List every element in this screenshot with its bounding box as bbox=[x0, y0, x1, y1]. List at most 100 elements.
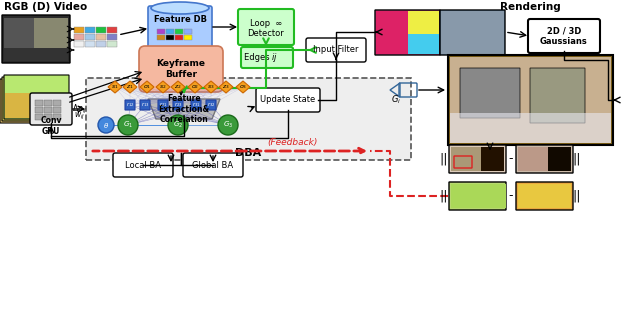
Text: ||: || bbox=[573, 153, 581, 165]
FancyBboxPatch shape bbox=[440, 10, 505, 55]
Text: Detector: Detector bbox=[248, 30, 284, 38]
FancyBboxPatch shape bbox=[184, 29, 192, 34]
FancyBboxPatch shape bbox=[451, 184, 506, 208]
Text: $G_3$: $G_3$ bbox=[223, 120, 233, 130]
FancyBboxPatch shape bbox=[30, 93, 55, 113]
FancyBboxPatch shape bbox=[85, 41, 95, 47]
FancyBboxPatch shape bbox=[166, 35, 174, 40]
FancyBboxPatch shape bbox=[448, 55, 613, 145]
FancyBboxPatch shape bbox=[5, 93, 35, 118]
Text: $z_3$: $z_3$ bbox=[222, 83, 230, 91]
FancyBboxPatch shape bbox=[125, 100, 135, 110]
Text: ||: || bbox=[440, 190, 448, 203]
FancyBboxPatch shape bbox=[34, 18, 68, 48]
FancyBboxPatch shape bbox=[140, 100, 150, 110]
Text: Loop  ∞: Loop ∞ bbox=[250, 19, 282, 29]
FancyBboxPatch shape bbox=[530, 68, 585, 123]
Text: $r_{32}$: $r_{32}$ bbox=[207, 100, 215, 109]
Text: -: - bbox=[509, 153, 513, 165]
FancyBboxPatch shape bbox=[241, 47, 293, 68]
Text: $G_1$: $G_1$ bbox=[123, 120, 133, 130]
FancyBboxPatch shape bbox=[86, 78, 411, 160]
FancyBboxPatch shape bbox=[4, 48, 68, 61]
FancyBboxPatch shape bbox=[96, 27, 106, 33]
FancyBboxPatch shape bbox=[173, 100, 183, 110]
Text: $s_3$: $s_3$ bbox=[207, 83, 215, 91]
Text: Keyframe
Buffer: Keyframe Buffer bbox=[157, 59, 205, 79]
FancyBboxPatch shape bbox=[148, 6, 212, 48]
FancyBboxPatch shape bbox=[175, 35, 183, 40]
Text: $r_{21}$: $r_{21}$ bbox=[159, 100, 167, 109]
Text: $w_{ij}$: $w_{ij}$ bbox=[74, 110, 86, 121]
FancyBboxPatch shape bbox=[113, 153, 173, 177]
FancyBboxPatch shape bbox=[450, 113, 611, 143]
FancyBboxPatch shape bbox=[96, 41, 106, 47]
FancyBboxPatch shape bbox=[238, 9, 294, 45]
FancyBboxPatch shape bbox=[53, 100, 61, 106]
Text: Local BA: Local BA bbox=[125, 161, 161, 169]
Text: $G_i$: $G_i$ bbox=[391, 94, 401, 106]
FancyBboxPatch shape bbox=[460, 68, 520, 118]
Text: $s_1$: $s_1$ bbox=[111, 83, 119, 91]
FancyBboxPatch shape bbox=[35, 100, 43, 106]
FancyBboxPatch shape bbox=[74, 41, 84, 47]
FancyBboxPatch shape bbox=[107, 34, 117, 40]
FancyBboxPatch shape bbox=[157, 35, 165, 40]
FancyBboxPatch shape bbox=[85, 27, 95, 33]
FancyBboxPatch shape bbox=[408, 11, 439, 34]
FancyBboxPatch shape bbox=[96, 34, 106, 40]
Text: $\theta$: $\theta$ bbox=[103, 121, 109, 129]
Text: ||: || bbox=[573, 190, 581, 203]
FancyBboxPatch shape bbox=[306, 38, 366, 62]
FancyBboxPatch shape bbox=[4, 75, 69, 119]
FancyBboxPatch shape bbox=[4, 18, 34, 48]
FancyBboxPatch shape bbox=[74, 34, 84, 40]
Text: Feature DB: Feature DB bbox=[154, 15, 207, 24]
Text: $r_{13}$: $r_{13}$ bbox=[141, 100, 149, 109]
Text: $r_{12}$: $r_{12}$ bbox=[125, 100, 134, 109]
FancyBboxPatch shape bbox=[518, 147, 548, 171]
Ellipse shape bbox=[151, 2, 209, 14]
Text: Conv
GRU: Conv GRU bbox=[40, 116, 61, 136]
Text: $z_1$: $z_1$ bbox=[126, 83, 134, 91]
FancyBboxPatch shape bbox=[53, 114, 61, 120]
FancyBboxPatch shape bbox=[183, 153, 243, 177]
Text: $o_1$: $o_1$ bbox=[143, 83, 151, 91]
FancyBboxPatch shape bbox=[450, 57, 611, 143]
Text: Update State: Update State bbox=[260, 95, 316, 105]
Text: $r_{23}$: $r_{23}$ bbox=[173, 100, 182, 109]
Text: Edges: Edges bbox=[244, 53, 272, 63]
FancyBboxPatch shape bbox=[481, 147, 504, 171]
Polygon shape bbox=[188, 81, 202, 93]
Circle shape bbox=[118, 115, 138, 135]
Text: Input Filter: Input Filter bbox=[313, 45, 359, 54]
FancyBboxPatch shape bbox=[2, 15, 70, 63]
Polygon shape bbox=[156, 81, 170, 93]
Text: $o_2$: $o_2$ bbox=[191, 83, 199, 91]
Polygon shape bbox=[204, 81, 218, 93]
Polygon shape bbox=[148, 99, 220, 119]
Polygon shape bbox=[140, 81, 154, 93]
FancyBboxPatch shape bbox=[528, 19, 600, 53]
Text: $r_{31}$: $r_{31}$ bbox=[192, 100, 200, 109]
FancyBboxPatch shape bbox=[451, 147, 481, 171]
Text: Rendering: Rendering bbox=[500, 2, 561, 12]
FancyBboxPatch shape bbox=[107, 27, 117, 33]
FancyBboxPatch shape bbox=[548, 147, 571, 171]
FancyBboxPatch shape bbox=[139, 46, 223, 92]
Circle shape bbox=[168, 115, 188, 135]
FancyBboxPatch shape bbox=[35, 107, 43, 113]
Text: $G_2$: $G_2$ bbox=[173, 120, 183, 130]
FancyBboxPatch shape bbox=[256, 88, 320, 112]
Polygon shape bbox=[236, 81, 250, 93]
Text: $z_2$: $z_2$ bbox=[174, 83, 182, 91]
Circle shape bbox=[218, 115, 238, 135]
Text: Feature
Extraction&
Correlation: Feature Extraction& Correlation bbox=[159, 94, 209, 124]
FancyBboxPatch shape bbox=[44, 114, 52, 120]
FancyBboxPatch shape bbox=[166, 29, 174, 34]
FancyBboxPatch shape bbox=[376, 11, 408, 54]
Text: -: - bbox=[509, 190, 513, 203]
FancyBboxPatch shape bbox=[53, 107, 61, 113]
Text: ||: || bbox=[440, 153, 448, 165]
FancyBboxPatch shape bbox=[74, 27, 84, 33]
